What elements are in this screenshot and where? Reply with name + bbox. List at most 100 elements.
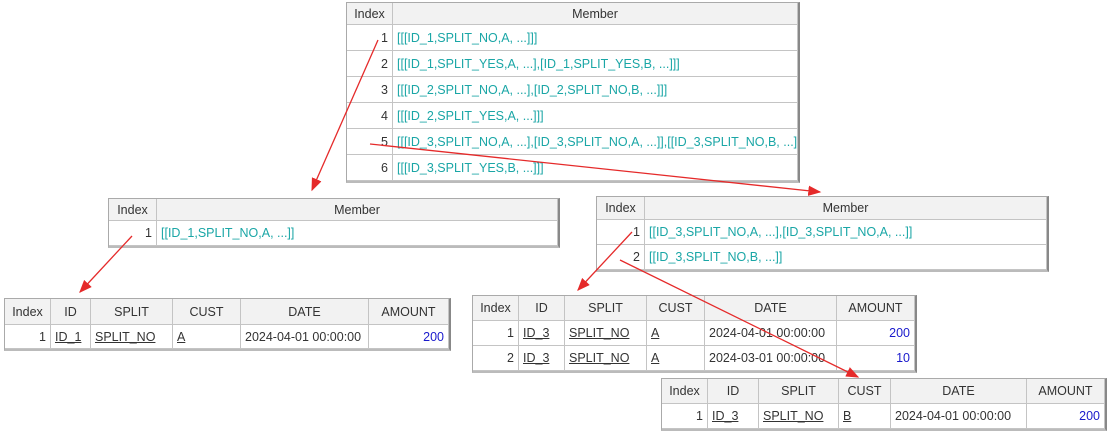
index-cell: 3 (347, 77, 393, 103)
table-row: 5 [[[ID_3,SPLIT_NO,A, ...],[ID_3,SPLIT_NO… (347, 129, 798, 155)
data-cell: ID_1 (51, 325, 91, 349)
cell-text: A (177, 329, 186, 344)
data-cell: [[[ID_2,SPLIT_YES,A, ...]]] (393, 103, 798, 129)
table-row: 1 ID_3 SPLIT_NO A 2024-04-01 00:00:00 200 (473, 321, 915, 346)
data-cell: 10 (837, 346, 915, 371)
data-cell: 2024-03-01 00:00:00 (705, 346, 837, 371)
cell-text: [[[ID_1,SPLIT_NO,A, ...]]] (397, 30, 538, 45)
index-cell: 2 (347, 51, 393, 77)
cell-text: 1 (696, 409, 703, 423)
data-cell: SPLIT_NO (759, 404, 839, 429)
cell-text: 2024-03-01 00:00:00 (709, 351, 826, 365)
cell-text: 2 (633, 250, 640, 264)
data-cell: ID_3 (708, 404, 759, 429)
header-row: Index ID SPLIT CUST DATE AMOUNT (5, 299, 449, 325)
cell-text: [[ID_3,SPLIT_NO,A, ...],[ID_3,SPLIT_NO,A… (649, 225, 913, 239)
table: Index Member 1 [[ID_3,SPLIT_NO,A, ...],[ID_… (596, 196, 1049, 272)
cell-text: ID_3 (523, 351, 550, 365)
header-row: Index Member (597, 197, 1047, 220)
cell-text: 200 (889, 326, 910, 340)
cell-text: ID_1 (55, 329, 82, 344)
column-header: Member (645, 197, 1047, 220)
header-row: Index ID SPLIT CUST DATE AMOUNT (662, 379, 1105, 404)
column-header: CUST (173, 299, 241, 325)
data-cell: 200 (1027, 404, 1105, 429)
cell-text: 4 (381, 108, 388, 123)
column-header: AMOUNT (369, 299, 449, 325)
cell-text: A (651, 326, 660, 340)
data-cell: [[ID_3,SPLIT_NO,B, ...]] (645, 245, 1047, 270)
column-header: AMOUNT (1027, 379, 1105, 404)
data-cell: [[[ID_2,SPLIT_NO,A, ...],[ID_2,SPLIT_NO,… (393, 77, 798, 103)
cell-text: 5 (381, 134, 388, 149)
table-row: 2 [[[ID_1,SPLIT_YES,A, ...],[ID_1,SPLIT_Y… (347, 51, 798, 77)
index-cell: 1 (5, 325, 51, 349)
column-header: Index (662, 379, 708, 404)
cell-text: [[[ID_3,SPLIT_YES,B, ...]]] (397, 160, 544, 175)
column-header: ID (708, 379, 759, 404)
cell-text: 6 (381, 160, 388, 175)
header-row: Index Member (109, 199, 558, 221)
index-cell: 2 (473, 346, 519, 371)
data-cell: A (647, 321, 705, 346)
column-header: Member (393, 3, 798, 25)
column-header: ID (51, 299, 91, 325)
data-cell: SPLIT_NO (565, 346, 647, 371)
index-cell: 1 (109, 221, 157, 246)
column-header: DATE (891, 379, 1027, 404)
data-cell: [[[ID_1,SPLIT_YES,A, ...],[ID_1,SPLIT_YE… (393, 51, 798, 77)
index-cell: 1 (662, 404, 708, 429)
data-cell: [[ID_3,SPLIT_NO,A, ...],[ID_3,SPLIT_NO,A… (645, 220, 1047, 245)
header-row: Index Member (347, 3, 798, 25)
column-header: Member (157, 199, 558, 221)
column-header: CUST (647, 296, 705, 321)
column-header: DATE (705, 296, 837, 321)
cell-text: [[ID_1,SPLIT_NO,A, ...]] (161, 226, 295, 240)
column-header: SPLIT (759, 379, 839, 404)
cell-text: [[[ID_1,SPLIT_YES,A, ...],[ID_1,SPLIT_YE… (397, 56, 680, 71)
table-row: 1 [[ID_3,SPLIT_NO,A, ...],[ID_3,SPLIT_NO,… (597, 220, 1047, 245)
cell-text: [[ID_3,SPLIT_NO,B, ...]] (649, 250, 783, 264)
table-row: 1 ID_1 SPLIT_NO A 2024-04-01 00:00:00 200 (5, 325, 449, 349)
cell-text: 10 (896, 351, 910, 365)
cell-text: SPLIT_NO (569, 351, 630, 365)
column-header: Index (5, 299, 51, 325)
data-cell: SPLIT_NO (565, 321, 647, 346)
table: Index Member 1 [[ID_1,SPLIT_NO,A, ...]] (108, 198, 560, 248)
cell-text: 2024-04-01 00:00:00 (709, 326, 826, 340)
data-cell: [[[ID_3,SPLIT_YES,B, ...]]] (393, 155, 798, 181)
index-cell: 1 (473, 321, 519, 346)
data-cell: SPLIT_NO (91, 325, 173, 349)
cell-text: SPLIT_NO (95, 329, 156, 344)
index-cell: 6 (347, 155, 393, 181)
column-header: Index (347, 3, 393, 25)
table: Index ID SPLIT CUST DATE AMOUNT 1 ID_3 SPLIT_NO A… (472, 295, 917, 373)
cell-text: B (843, 409, 852, 423)
data-cell: ID_3 (519, 346, 565, 371)
data-cell: ID_3 (519, 321, 565, 346)
cell-text: SPLIT_NO (763, 409, 824, 423)
table-row: 6 [[[ID_3,SPLIT_YES,B, ...]]] (347, 155, 798, 181)
table-row: 3 [[[ID_2,SPLIT_NO,A, ...],[ID_2,SPLIT_NO… (347, 77, 798, 103)
table: Index ID SPLIT CUST DATE AMOUNT 1 ID_1 SPLIT_NO A… (4, 298, 451, 351)
table-row: 2 [[ID_3,SPLIT_NO,B, ...]] (597, 245, 1047, 270)
cell-text: 3 (381, 82, 388, 97)
table-row: 2 ID_3 SPLIT_NO A 2024-03-01 00:00:00 10 (473, 346, 915, 371)
column-header: Index (473, 296, 519, 321)
cell-text: 2 (381, 56, 388, 71)
cell-text: ID_3 (523, 326, 550, 340)
index-cell: 1 (347, 25, 393, 51)
table: Index ID SPLIT CUST DATE AMOUNT 1 ID_3 SPLIT_NO B… (661, 378, 1107, 431)
data-cell: [[[ID_1,SPLIT_NO,A, ...]]] (393, 25, 798, 51)
cell-text: A (651, 351, 660, 365)
data-cell: 200 (837, 321, 915, 346)
cell-text: 200 (1079, 409, 1100, 423)
cell-text: [[[ID_2,SPLIT_NO,A, ...],[ID_2,SPLIT_NO,… (397, 82, 668, 97)
column-header: SPLIT (565, 296, 647, 321)
data-cell: [[ID_1,SPLIT_NO,A, ...]] (157, 221, 558, 246)
column-header: ID (519, 296, 565, 321)
table-row: 1 [[ID_1,SPLIT_NO,A, ...]] (109, 221, 558, 246)
data-cell: A (647, 346, 705, 371)
cell-text: ID_3 (712, 409, 739, 423)
cell-text: 1 (39, 329, 46, 344)
